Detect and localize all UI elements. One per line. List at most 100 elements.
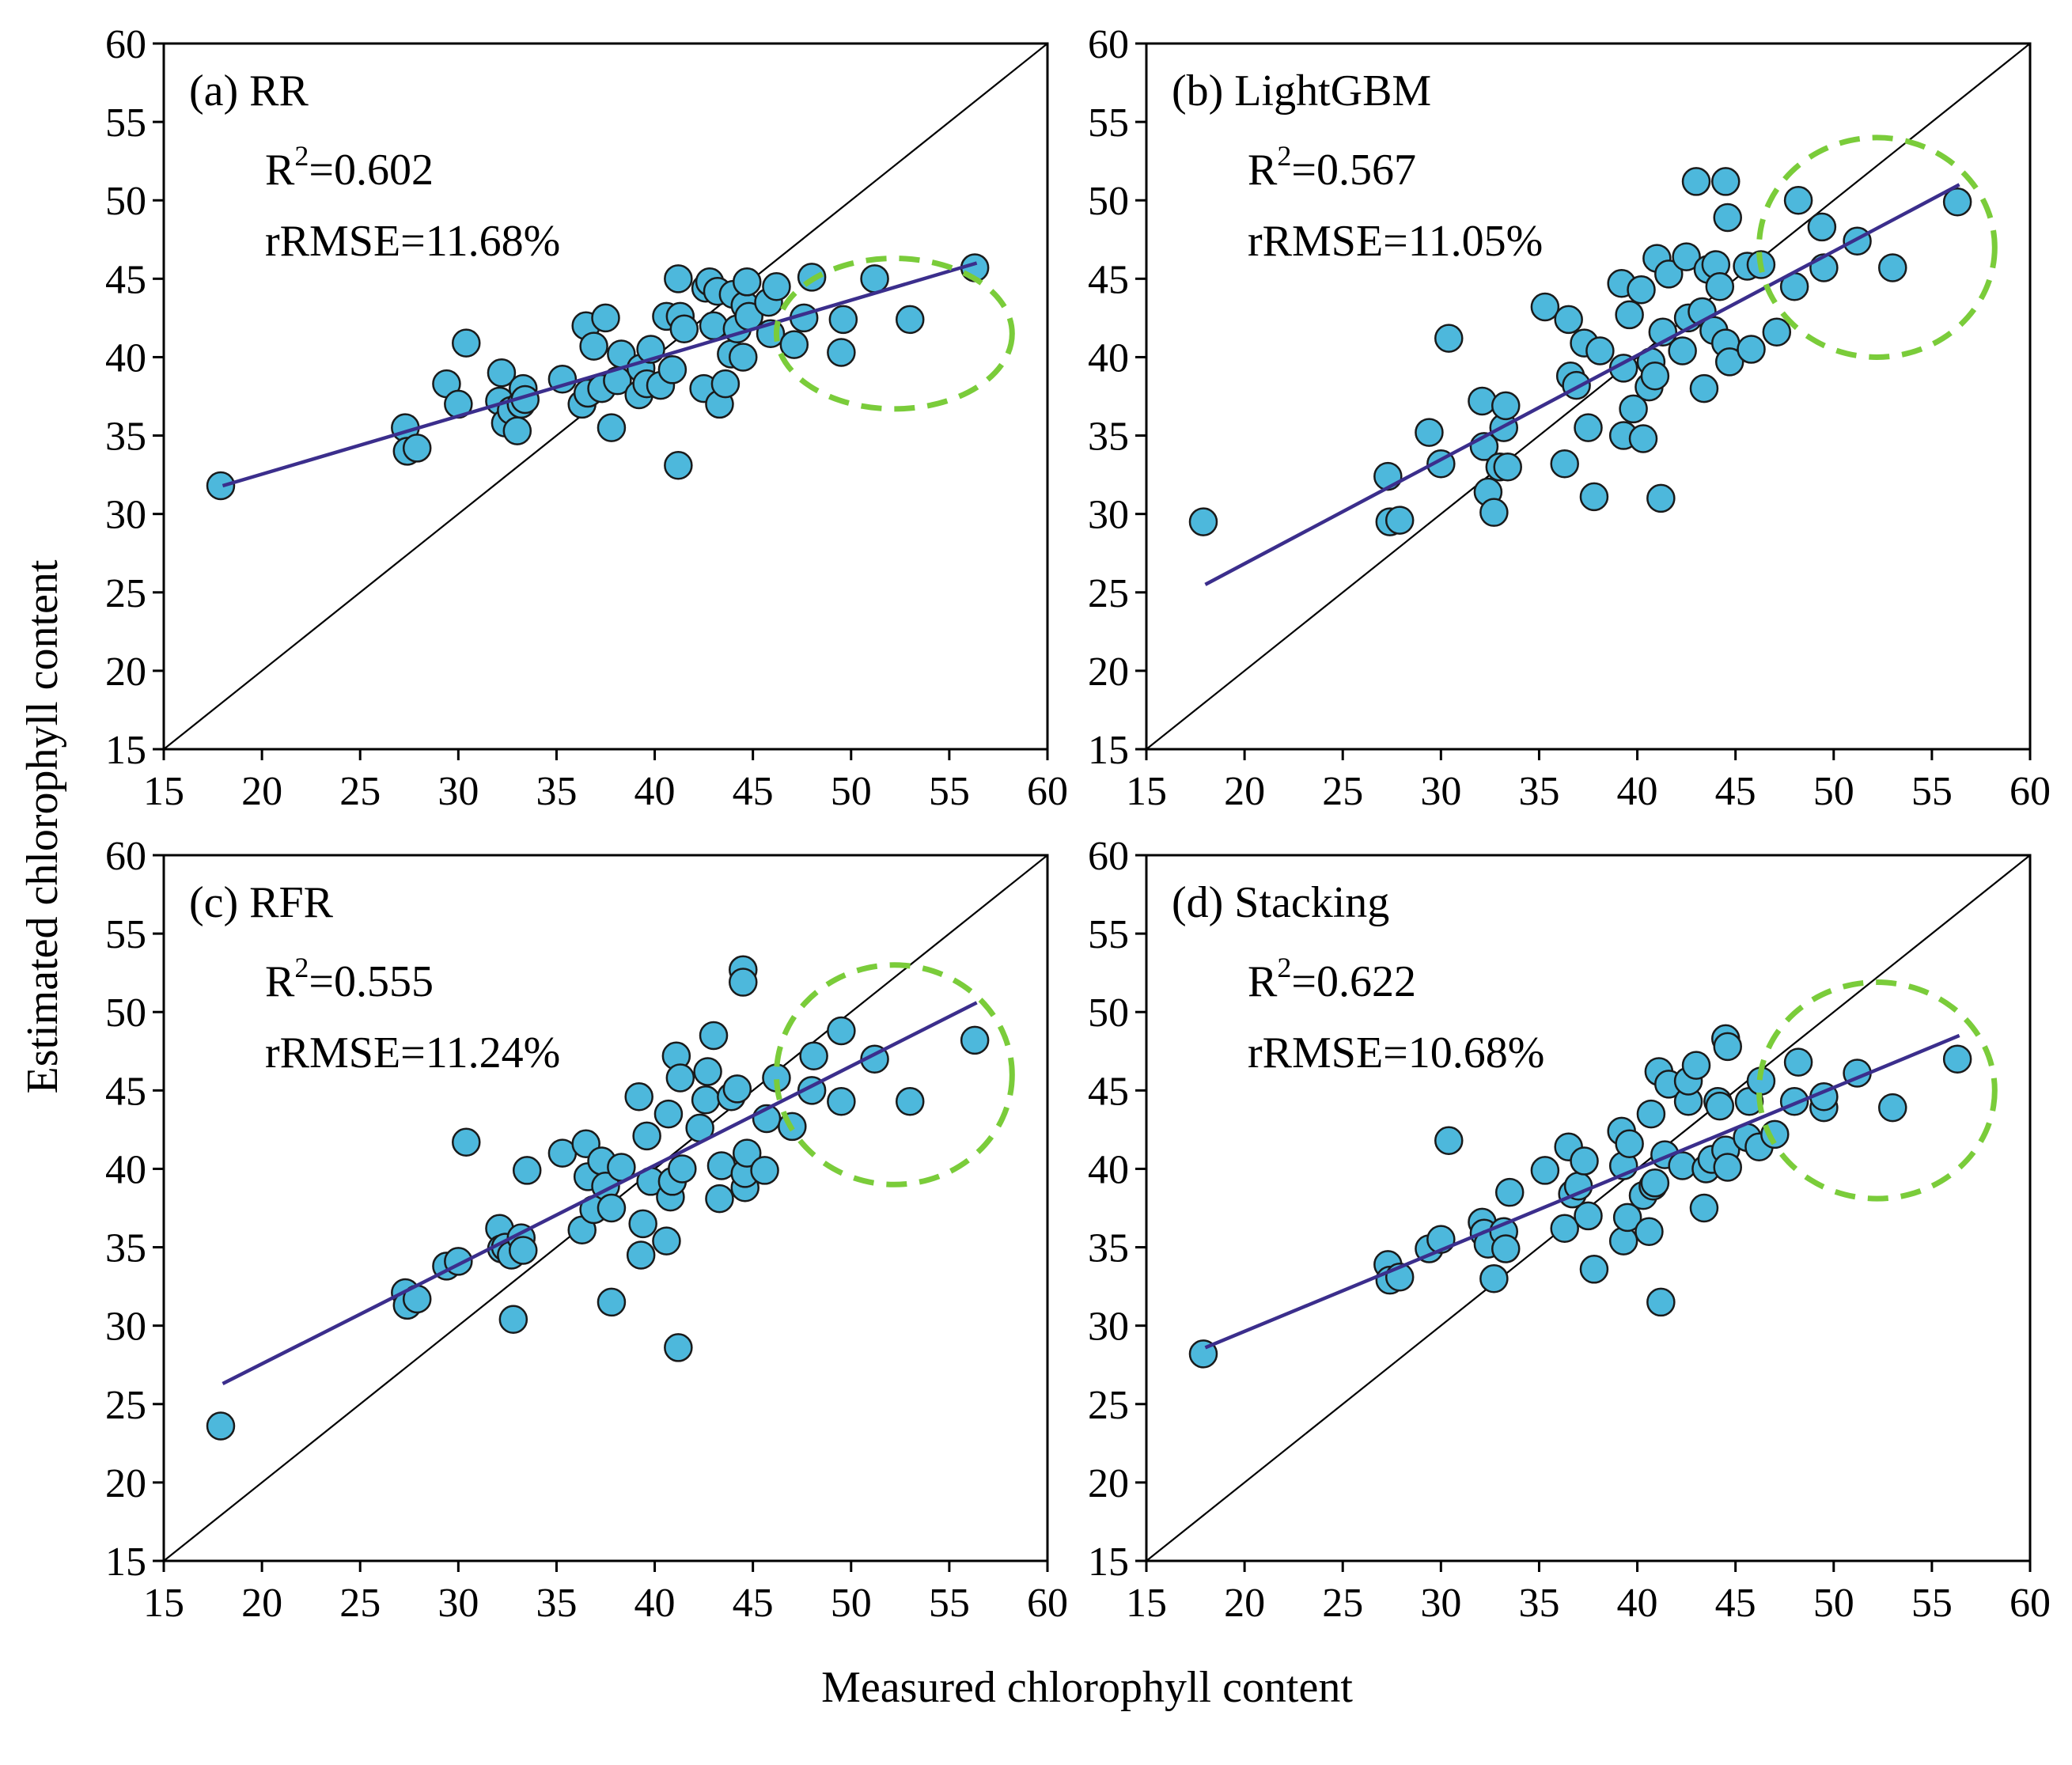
data-point bbox=[1530, 292, 1560, 322]
y-tick-label: 20 bbox=[1088, 1461, 1129, 1506]
data-point bbox=[1550, 449, 1579, 479]
data-point bbox=[1479, 498, 1509, 527]
panel-label: (b) LightGBM bbox=[1172, 66, 1431, 116]
data-point bbox=[657, 355, 688, 384]
data-point bbox=[487, 358, 517, 388]
x-tick-label: 35 bbox=[536, 1581, 577, 1626]
data-point bbox=[1554, 305, 1583, 335]
y-tick-label: 25 bbox=[105, 1383, 146, 1428]
x-tick-label: 45 bbox=[733, 1581, 774, 1626]
x-tick-label: 20 bbox=[1224, 1581, 1265, 1626]
x-tick-label: 60 bbox=[2009, 1581, 2051, 1626]
data-point bbox=[1612, 1203, 1642, 1233]
y-tick-label: 50 bbox=[1088, 990, 1129, 1036]
x-tick-label: 20 bbox=[241, 1581, 282, 1626]
data-point bbox=[597, 413, 627, 442]
x-tick-label: 50 bbox=[1813, 1581, 1854, 1626]
x-tick-label: 20 bbox=[1224, 769, 1265, 814]
data-point bbox=[710, 369, 741, 399]
data-point bbox=[1434, 324, 1464, 353]
y-tick-label: 25 bbox=[1088, 571, 1129, 616]
data-point bbox=[1491, 391, 1521, 421]
data-point bbox=[1634, 1217, 1664, 1246]
data-point bbox=[799, 1041, 828, 1070]
data-point bbox=[1434, 1126, 1464, 1156]
x-tick-label: 50 bbox=[831, 769, 872, 814]
data-point bbox=[732, 267, 762, 297]
y-axis-title: Estimated chlorophyll content bbox=[18, 559, 67, 1093]
data-point bbox=[1877, 253, 1907, 282]
data-point bbox=[1562, 370, 1591, 400]
data-point bbox=[1942, 1044, 1972, 1074]
data-point bbox=[960, 1025, 990, 1055]
y-tick-label: 50 bbox=[1088, 179, 1129, 224]
r-squared: R2=0.555 bbox=[265, 952, 434, 1006]
data-point bbox=[1574, 1201, 1603, 1231]
data-point bbox=[693, 1057, 722, 1086]
x-tick-label: 55 bbox=[929, 769, 970, 814]
data-point bbox=[750, 1156, 779, 1185]
data-point bbox=[722, 1074, 752, 1104]
y-tick-label: 15 bbox=[105, 1540, 146, 1585]
x-tick-label: 25 bbox=[1322, 1581, 1363, 1626]
y-tick-label: 55 bbox=[105, 100, 146, 146]
data-point bbox=[1636, 1099, 1666, 1129]
y-tick-label: 35 bbox=[1088, 415, 1129, 460]
data-point bbox=[1843, 226, 1872, 256]
data-point bbox=[653, 1099, 684, 1129]
data-point bbox=[1942, 187, 1972, 217]
regression-line bbox=[1204, 183, 1960, 586]
highlight-ellipse bbox=[773, 962, 1015, 1187]
x-tick-label: 40 bbox=[634, 1581, 676, 1626]
data-point bbox=[1619, 394, 1648, 424]
data-point bbox=[1654, 259, 1684, 289]
data-point bbox=[665, 1063, 695, 1093]
x-tick-label: 55 bbox=[1911, 769, 1953, 814]
data-point bbox=[1628, 424, 1658, 453]
data-point bbox=[597, 1287, 627, 1317]
data-point bbox=[1760, 1119, 1790, 1150]
r-squared-symbol: R bbox=[1248, 957, 1278, 1006]
data-point bbox=[579, 331, 608, 361]
r-squared-value: =0.555 bbox=[309, 957, 434, 1006]
highlight-ellipse bbox=[773, 256, 1015, 412]
x-tick-label: 55 bbox=[1911, 1581, 1953, 1626]
x-tick-label: 25 bbox=[1322, 769, 1363, 814]
y-tick-label: 40 bbox=[105, 1147, 146, 1192]
data-point bbox=[699, 311, 729, 341]
data-point bbox=[1550, 1214, 1579, 1244]
data-point bbox=[1491, 1234, 1521, 1263]
data-point bbox=[827, 1016, 856, 1046]
data-point bbox=[1640, 361, 1670, 391]
x-axis-title: Measured chlorophyll content bbox=[821, 1663, 1353, 1712]
data-point bbox=[1737, 335, 1766, 364]
y-tick-label: 20 bbox=[1088, 650, 1129, 695]
y-tick-label: 60 bbox=[1088, 834, 1129, 879]
data-point bbox=[1689, 1193, 1719, 1223]
data-point bbox=[1479, 1263, 1509, 1293]
data-point bbox=[1672, 242, 1701, 271]
regression-line bbox=[1204, 1033, 1960, 1350]
x-tick-label: 60 bbox=[2009, 769, 2051, 814]
y-tick-label: 15 bbox=[105, 728, 146, 773]
data-point bbox=[664, 264, 693, 294]
plot-frame bbox=[1145, 854, 2032, 1562]
x-tick-label: 55 bbox=[929, 1581, 970, 1626]
rrmse-value: rRMSE=11.05% bbox=[1248, 217, 1543, 266]
x-tick-label: 50 bbox=[831, 1581, 872, 1626]
plot-frame bbox=[162, 854, 1049, 1562]
data-point bbox=[1705, 271, 1735, 301]
r-squared-value: =0.622 bbox=[1291, 957, 1416, 1006]
r-squared: R2=0.602 bbox=[265, 140, 434, 195]
data-point bbox=[452, 328, 481, 358]
x-tick-label: 30 bbox=[438, 1581, 479, 1626]
data-point bbox=[1689, 373, 1719, 403]
x-tick-label: 30 bbox=[438, 769, 479, 814]
data-point bbox=[732, 1138, 762, 1168]
y-tick-label: 20 bbox=[105, 650, 146, 695]
data-point bbox=[827, 1086, 856, 1116]
data-point bbox=[1877, 1093, 1907, 1123]
data-point bbox=[1681, 167, 1711, 196]
data-point bbox=[1668, 336, 1697, 365]
